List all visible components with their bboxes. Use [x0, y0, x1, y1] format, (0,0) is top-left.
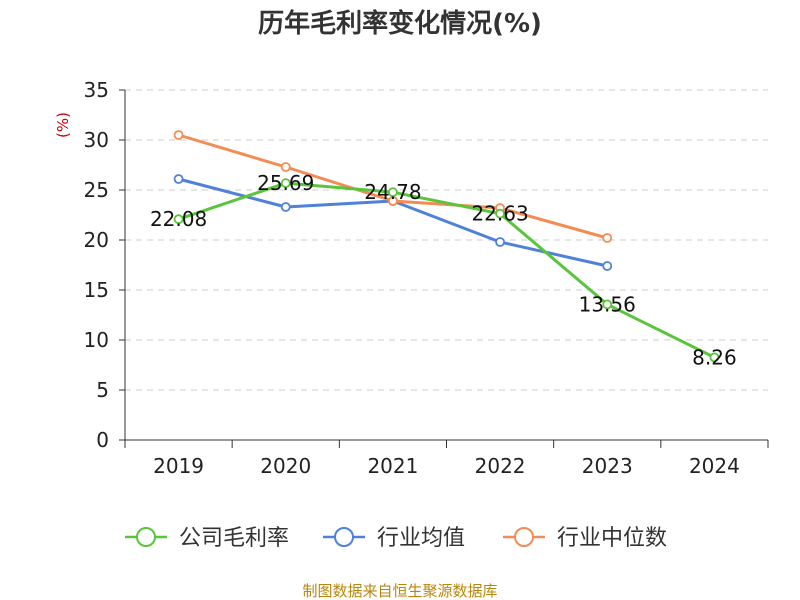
y-tick-label: 10 [84, 328, 109, 352]
legend-item-1[interactable]: 行业均值 [323, 526, 465, 551]
data-label: 24.78 [364, 180, 421, 204]
legend-marker [334, 527, 354, 547]
x-tick-label: 2023 [582, 454, 633, 478]
data-point [602, 299, 613, 310]
grid-lines [125, 89, 768, 391]
y-tick-label: 20 [84, 228, 109, 252]
data-point [602, 261, 613, 271]
data-point [173, 174, 184, 184]
series-lines [173, 130, 720, 363]
data-point [173, 214, 184, 225]
x-tick-label: 2021 [367, 454, 418, 478]
y-tick-label: 30 [84, 128, 109, 152]
data-label: 22.08 [150, 207, 207, 231]
x-tick-label: 2020 [260, 454, 311, 478]
legend-marker [514, 527, 534, 547]
data-point [280, 162, 291, 172]
legend-label: 公司毛利率 [179, 526, 289, 551]
legend-item-0[interactable]: 公司毛利率 [125, 526, 289, 551]
y-tick-label: 0 [96, 428, 109, 452]
legend-marker [136, 527, 156, 547]
data-point [173, 130, 184, 140]
data-point [495, 237, 505, 247]
data-point [495, 208, 505, 219]
legend-label: 行业中位数 [557, 526, 667, 551]
y-tick-label: 25 [84, 178, 109, 202]
data-label: 13.56 [579, 292, 636, 316]
source-note: 制图数据来自恒生聚源数据库 [302, 582, 497, 600]
legend-label: 行业均值 [377, 526, 465, 551]
x-tick-label: 2024 [689, 454, 740, 478]
y-tick-label: 35 [84, 78, 109, 102]
series-line-0 [178, 181, 716, 359]
y-tick-label: 15 [84, 278, 109, 302]
axes: 0 5 10 15 20 25 30 35 2019 2020 2021 2022 2023 2024 [84, 78, 769, 478]
data-point [388, 187, 398, 198]
data-label: 22.63 [471, 202, 528, 226]
data-point [709, 352, 720, 363]
y-axis-unit: (%) [54, 112, 72, 138]
data-labels: 22.08 25.69 24.78 22.63 13.56 8.26 [150, 171, 737, 369]
data-point [280, 202, 291, 212]
legend-item-2[interactable]: 行业中位数 [503, 526, 667, 551]
data-point [280, 178, 291, 189]
x-tick-label: 2019 [153, 454, 204, 478]
data-label: 25.69 [257, 171, 314, 195]
x-tick-label: 2022 [475, 454, 526, 478]
data-label: 8.26 [692, 345, 737, 369]
data-point [602, 233, 613, 243]
legend[interactable]: 公司毛利率 行业均值 行业中位数 [125, 526, 667, 551]
chart-title: 历年毛利率变化情况(%) [258, 8, 542, 39]
y-tick-label: 5 [96, 378, 109, 402]
